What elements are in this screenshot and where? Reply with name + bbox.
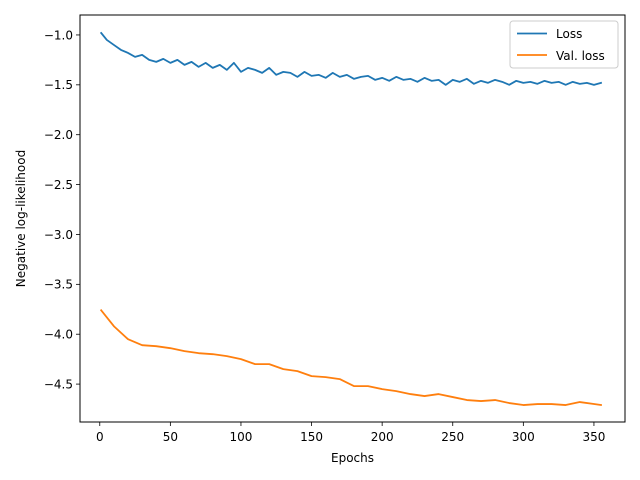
y-tick-label: −2.0 <box>44 128 73 142</box>
x-tick-label: 100 <box>230 430 253 444</box>
x-tick-label: 300 <box>512 430 535 444</box>
x-tick-label: 200 <box>371 430 394 444</box>
y-axis-title: Negative log-likelihood <box>14 150 28 287</box>
plot-frame <box>79 14 626 423</box>
y-tick-label: −1.5 <box>44 78 73 92</box>
x-tick-label: 0 <box>96 430 104 444</box>
y-tick-label: −4.5 <box>44 377 73 391</box>
series-line-val-loss <box>99 309 603 407</box>
y-tick-label: −2.5 <box>44 178 73 192</box>
x-tick-label: 150 <box>300 430 323 444</box>
y-tick-label: −1.0 <box>44 28 73 42</box>
x-tick-label: 250 <box>441 430 464 444</box>
y-tick-label: −3.5 <box>44 278 73 292</box>
x-tick-label: 350 <box>582 430 605 444</box>
legend-label-val-loss: Val. loss <box>556 49 605 63</box>
legend-label-loss: Loss <box>556 27 582 41</box>
x-axis: 0 50 100 150 200 250 300 350 <box>96 422 605 444</box>
y-tick-label: −4.0 <box>44 328 73 342</box>
x-tick-label: 50 <box>163 430 178 444</box>
series-layer <box>99 31 603 407</box>
x-axis-title: Epochs <box>331 451 374 465</box>
series-line-loss <box>99 31 603 86</box>
y-tick-label: −3.0 <box>44 228 73 242</box>
y-axis: −1.0 −1.5 −2.0 −2.5 −3.0 −3.5 −4.0 −4.5 <box>44 28 80 391</box>
legend: Loss Val. loss <box>509 20 619 69</box>
